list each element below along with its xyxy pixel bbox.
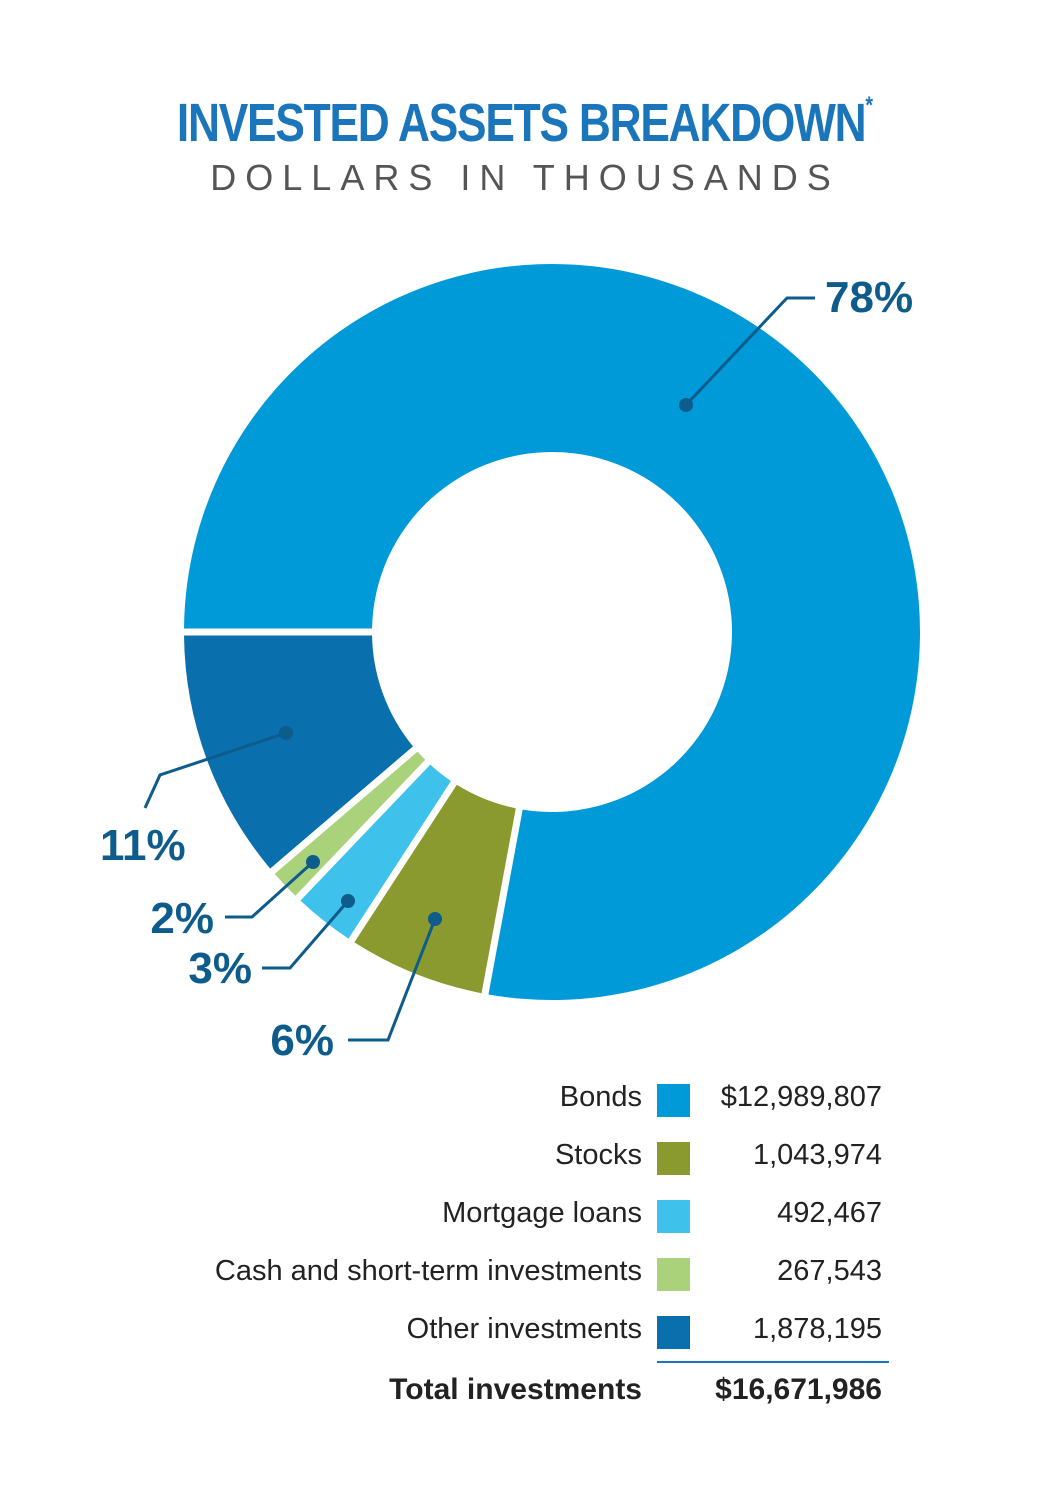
callout-dot-stocks [428,912,442,926]
callout-line-bonds [684,296,815,407]
legend-label-mortgage-loans: Mortgage loans [442,1197,642,1229]
legend-swatch-stocks [657,1142,690,1175]
donut-slice-stocks [354,784,516,994]
callout-line-other-investments [143,731,287,809]
legend-row-stocks: Stocks 1,043,974 [0,1133,1050,1183]
percent-label-cash-and-short-term-investments: 2% [150,894,214,943]
legend-swatch-cash [657,1258,690,1291]
legend-swatch-bonds [657,1084,690,1117]
total-label: Total investments [389,1373,642,1406]
callout-dot-mortgage-loans [341,894,355,908]
callout-line-stocks [348,918,437,1042]
total-value: $16,671,986 [715,1373,882,1406]
legend-row-bonds: Bonds $12,989,807 [0,1075,1050,1125]
title-footnote-mark: * [865,92,874,119]
percent-label-other-investments: 11% [100,821,186,870]
legend-label-other-investments: Other investments [406,1313,642,1345]
donut-slice-mortgage-loans [300,764,451,939]
donut-chart: 78% 6% 3%2% 11% [100,264,920,1065]
donut-slice-other-investments [184,635,413,869]
chart-subtitle: DOLLARS IN THOUSANDS [210,157,840,198]
legend-value-cash: 267,543 [777,1255,882,1287]
legend-value-stocks: 1,043,974 [752,1139,882,1171]
chart-title: INVESTED ASSETS BREAKDOWN* [95,92,956,154]
legend-label-cash: Cash and short-term investments [214,1255,642,1287]
total-divider [657,1361,889,1363]
chart-title-text: INVESTED ASSETS BREAKDOWN [176,93,867,153]
callout-dot-cash-and-short-term-investments [306,855,320,869]
callout-line-mortgage-loans [262,900,350,970]
legend-value-other-investments: 1,878,195 [752,1313,882,1345]
legend-value-mortgage-loans: 492,467 [777,1197,882,1229]
legend-row-other-investments: Other investments 1,878,195 [0,1307,1050,1357]
percent-label-mortgage-loans: 3% [188,944,252,993]
legend-label-bonds: Bonds [559,1081,642,1113]
percent-label-bonds: 78% [825,273,913,322]
callout-dot-other-investments [279,726,293,740]
legend-swatch-mortgage-loans [657,1200,690,1233]
callout-dot-bonds [679,398,693,412]
legend-row-cash: Cash and short-term investments 267,543 [0,1249,1050,1299]
legend-swatch-other-investments [657,1316,690,1349]
legend-row-mortgage-loans: Mortgage loans 492,467 [0,1191,1050,1241]
legend-value-bonds: $12,989,807 [720,1081,882,1113]
legend-label-stocks: Stocks [554,1139,642,1171]
callout-line-cash-and-short-term-investments [225,860,315,919]
donut-slice-bonds [184,264,920,1000]
percent-label-stocks: 6% [270,1016,334,1065]
